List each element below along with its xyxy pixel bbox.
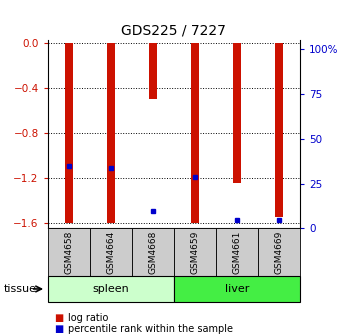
Bar [258,228,300,276]
Text: ■: ■ [55,312,64,323]
Text: ■: ■ [55,324,64,334]
Bar [48,276,174,302]
Bar [275,43,283,217]
Text: GSM4664: GSM4664 [106,230,115,274]
Bar [90,228,132,276]
Text: tissue: tissue [3,284,36,294]
Bar [174,276,300,302]
Text: spleen: spleen [92,284,129,294]
Text: GSM4668: GSM4668 [148,230,158,274]
Text: GSM4669: GSM4669 [275,230,284,274]
Text: liver: liver [225,284,249,294]
Bar [48,228,90,276]
Text: log ratio: log ratio [68,312,108,323]
Text: percentile rank within the sample: percentile rank within the sample [68,324,233,334]
Text: GSM4661: GSM4661 [233,230,241,274]
Bar [233,43,241,183]
Bar [216,228,258,276]
Bar [132,228,174,276]
Bar [65,43,73,223]
Bar [107,43,115,223]
Text: GSM4659: GSM4659 [190,230,199,274]
Bar [191,43,199,223]
Bar [149,43,157,99]
Bar [174,228,216,276]
Text: GSM4658: GSM4658 [64,230,73,274]
Title: GDS225 / 7227: GDS225 / 7227 [121,24,226,38]
